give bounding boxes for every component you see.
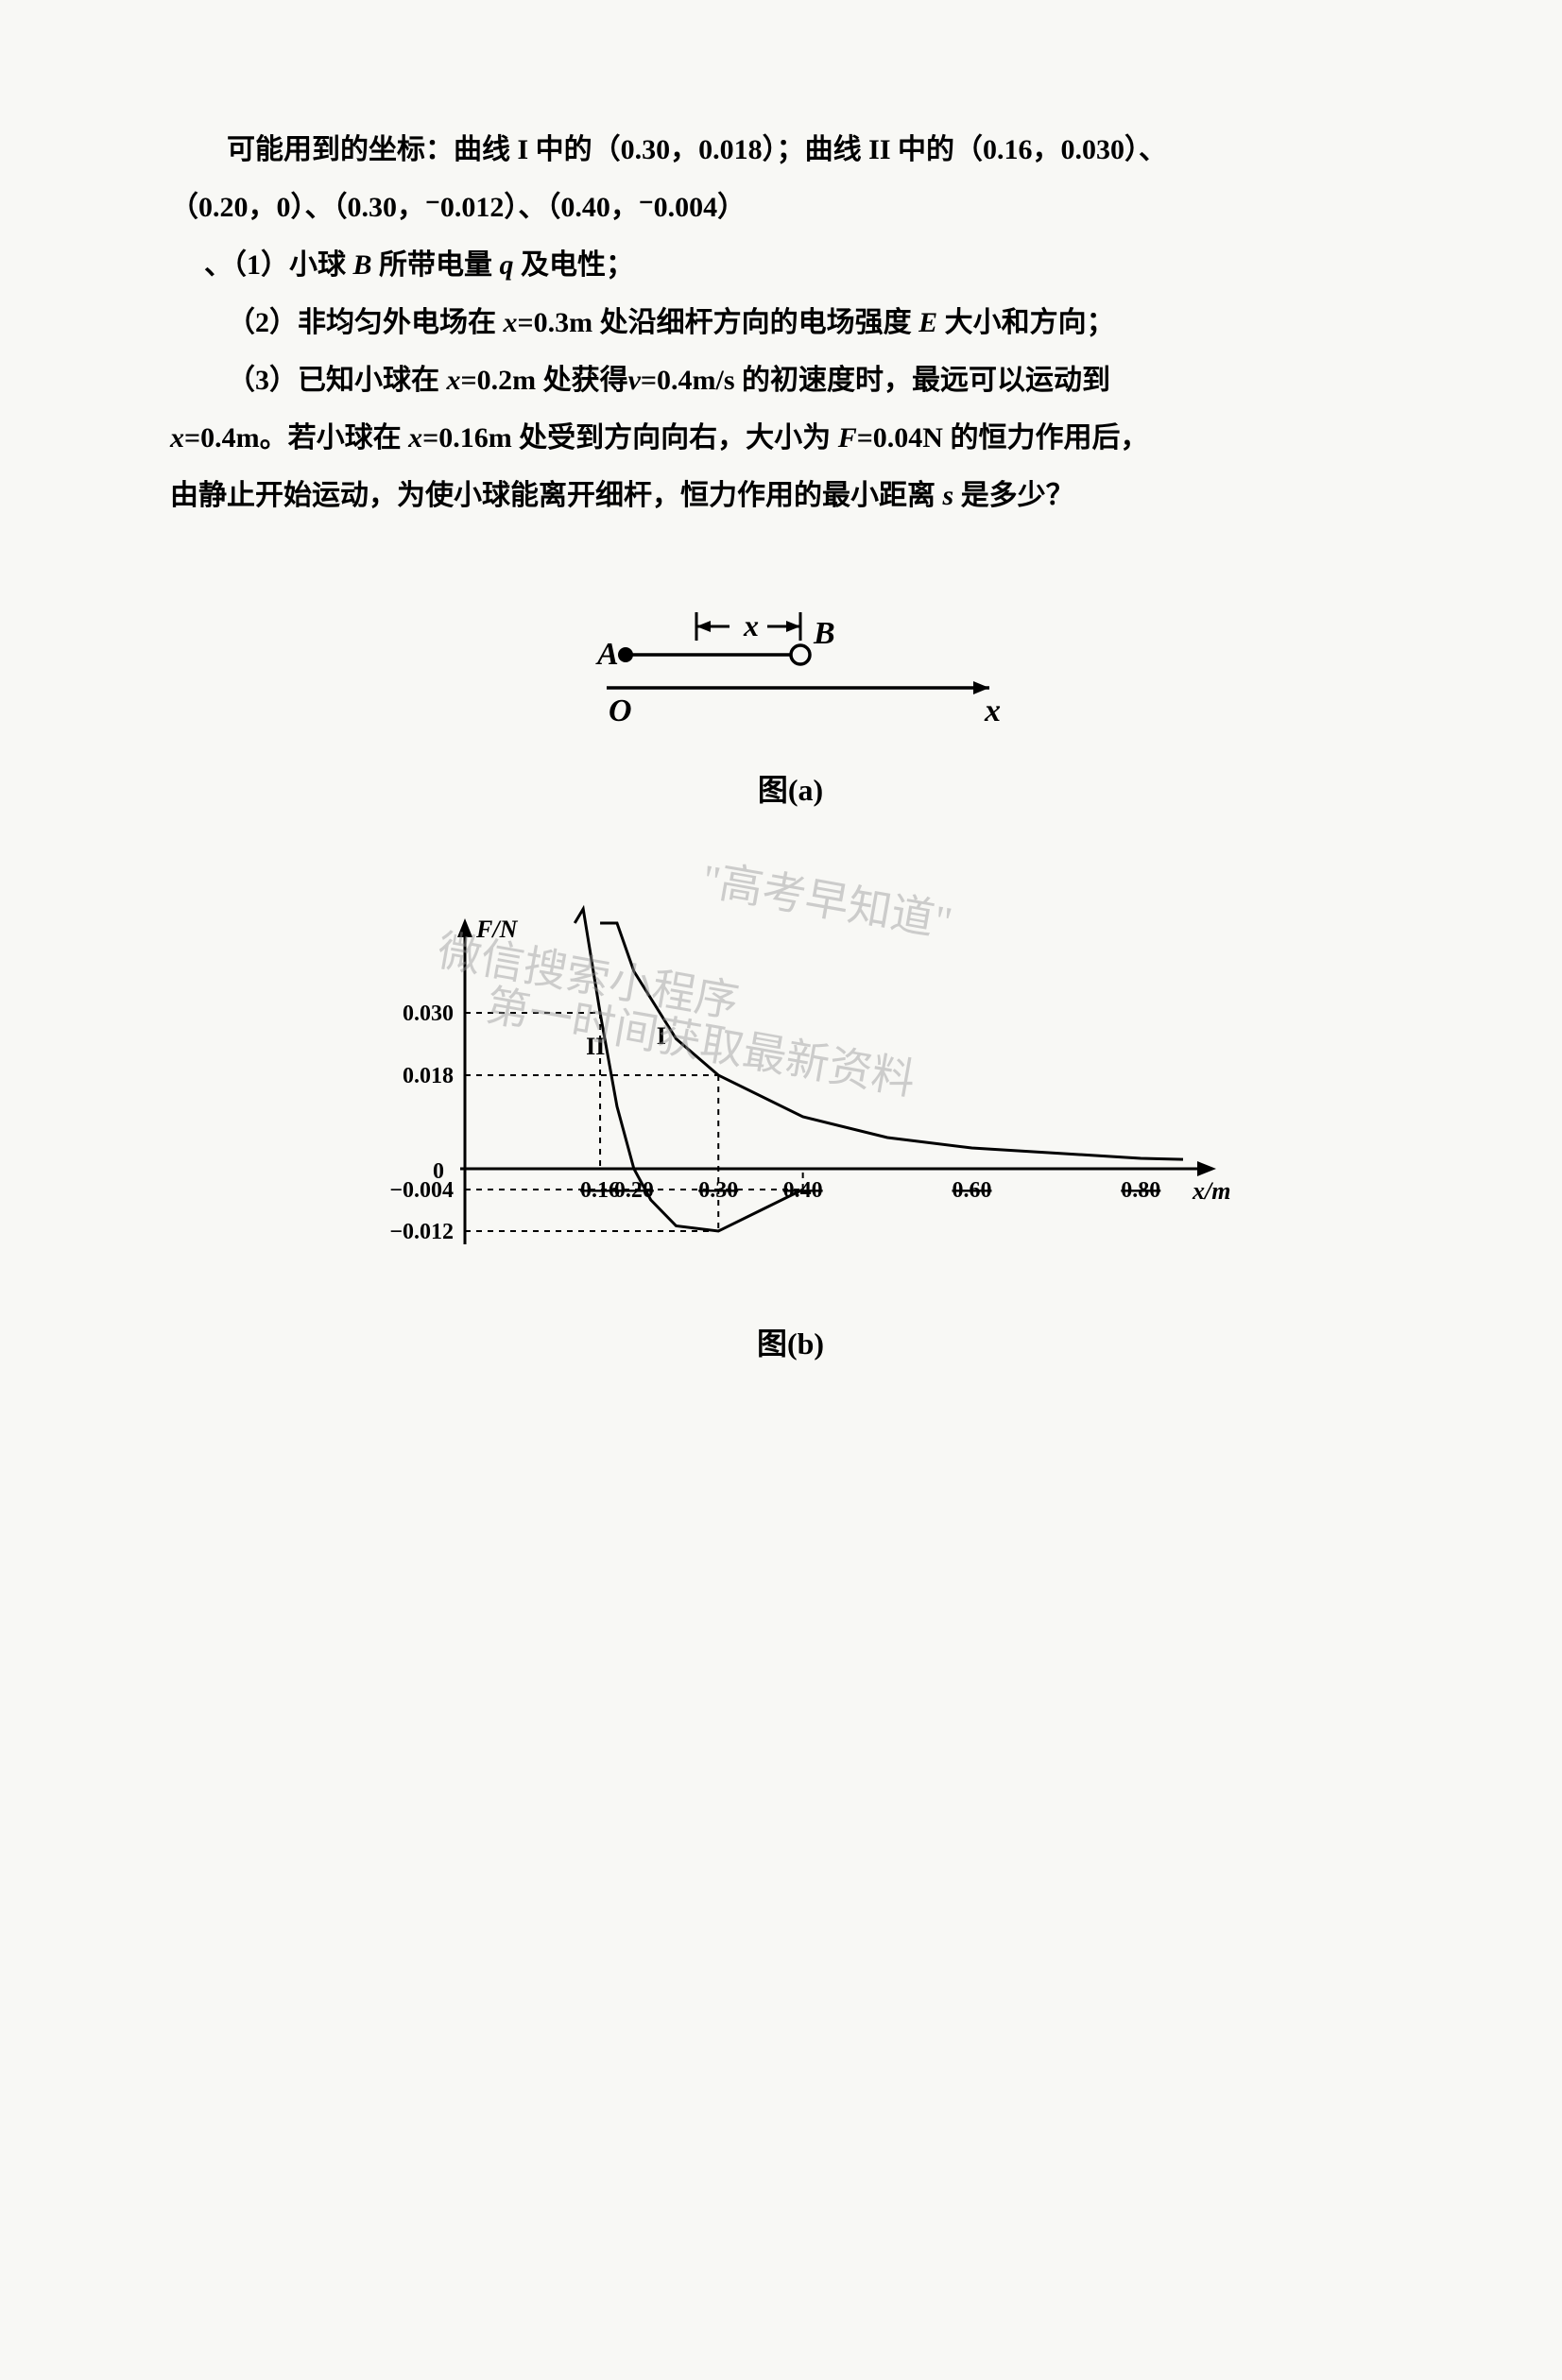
- figa-label-x-dim: x: [743, 608, 759, 642]
- svg-text:I: I: [656, 1022, 665, 1050]
- line5-prefix: （3）已知小球在: [227, 365, 447, 396]
- problem-text: 可能用到的坐标：曲线 I 中的（0.30，0.018）；曲线 II 中的（0.1…: [170, 123, 1411, 522]
- line3-prefix: 、（1）小球: [204, 249, 353, 281]
- svg-text:0.20: 0.20: [613, 1178, 653, 1203]
- text-line-7: 由静止开始运动，为使小球能离开细杆，恒力作用的最小距离 s 是多少？: [170, 469, 1411, 522]
- figure-a-container: A B x O x 图(a): [170, 589, 1411, 810]
- line4-suffix: 大小和方向；: [937, 307, 1115, 338]
- var-x2: x: [447, 365, 461, 396]
- var-s: s: [943, 480, 954, 511]
- var-B: B: [353, 249, 372, 281]
- var-x4: x: [408, 422, 422, 454]
- figa-label-A: A: [595, 637, 619, 672]
- line5-mid1: =0.2m 处获得: [461, 365, 628, 396]
- text-line-3: 、（1）小球 B 所带电量 q 及电性；: [170, 238, 1411, 292]
- line6-mid2: =0.16m 处受到方向向右，大小为: [422, 422, 838, 454]
- figure-a-svg: A B x O x: [555, 589, 1027, 759]
- figure-b-svg: 0.0300.0180−0.004−0.0120.160.200.300.400…: [342, 904, 1240, 1301]
- line7-suffix: 是多少？: [953, 480, 1074, 511]
- line5-mid2: =0.4m/s 的初速度时，最远可以运动到: [641, 365, 1110, 396]
- line3-suffix: 及电性；: [514, 249, 635, 281]
- svg-text:0.60: 0.60: [952, 1178, 991, 1203]
- figure-a-caption: 图(a): [758, 766, 823, 810]
- text-line-1: 可能用到的坐标：曲线 I 中的（0.30，0.018）；曲线 II 中的（0.1…: [170, 123, 1411, 177]
- line6-mid1: =0.4m。若小球在: [184, 422, 408, 454]
- var-x1: x: [504, 307, 518, 338]
- svg-text:0.80: 0.80: [1121, 1178, 1160, 1203]
- figa-label-x-axis: x: [984, 693, 1001, 728]
- text-line-6: x=0.4m。若小球在 x=0.16m 处受到方向向右，大小为 F=0.04N …: [170, 411, 1411, 465]
- svg-text:−0.004: −0.004: [389, 1178, 454, 1203]
- svg-text:0.30: 0.30: [698, 1178, 738, 1203]
- text-line-5: （3）已知小球在 x=0.2m 处获得v=0.4m/s 的初速度时，最远可以运动…: [170, 353, 1411, 407]
- var-q: q: [500, 249, 514, 281]
- var-v: v: [628, 365, 641, 396]
- svg-text:II: II: [586, 1033, 605, 1060]
- figure-b-caption: 图(b): [342, 1320, 1240, 1363]
- line7-prefix: 由静止开始运动，为使小球能离开细杆，恒力作用的最小距离: [170, 480, 943, 511]
- var-E: E: [918, 307, 937, 338]
- line3-mid: 所带电量: [372, 249, 500, 281]
- svg-text:0.018: 0.018: [403, 1064, 454, 1088]
- text-line-2: （0.20，0）、（0.30，⁻0.012）、（0.40，⁻0.004）: [170, 180, 1411, 234]
- figure-b-container: "高考早知道" 微信搜索小程序 第一时间获取最新资料 0.0300.0180−0…: [342, 904, 1240, 1363]
- text-line-4: （2）非均匀外电场在 x=0.3m 处沿细杆方向的电场强度 E 大小和方向；: [170, 296, 1411, 350]
- var-x3: x: [170, 422, 184, 454]
- line6-suffix: =0.04N 的恒力作用后，: [857, 422, 1149, 454]
- svg-text:0.030: 0.030: [403, 1002, 454, 1026]
- figa-label-B: B: [813, 616, 835, 651]
- figa-label-O: O: [609, 693, 632, 728]
- svg-text:−0.012: −0.012: [389, 1220, 454, 1244]
- line4-prefix: （2）非均匀外电场在: [227, 307, 504, 338]
- svg-text:x/m: x/m: [1192, 1177, 1230, 1205]
- svg-text:F/N: F/N: [475, 916, 519, 943]
- line4-eq: =0.3m 处沿细杆方向的电场强度: [518, 307, 919, 338]
- var-F: F: [838, 422, 857, 454]
